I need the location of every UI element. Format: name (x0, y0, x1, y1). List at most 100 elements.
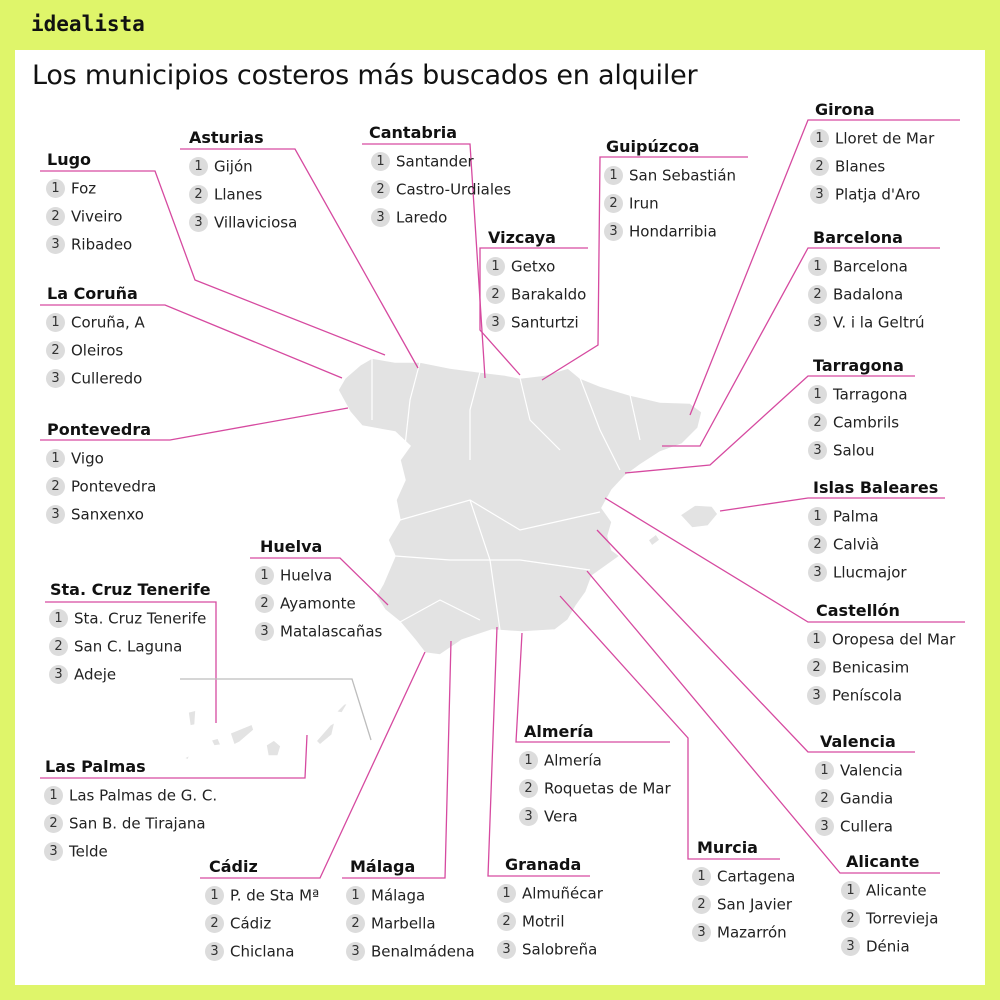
rank-badge: 3 (815, 817, 834, 836)
rank-badge: 2 (44, 814, 63, 833)
coruna-connector (40, 304, 343, 379)
rank-badge: 2 (808, 285, 827, 304)
municipality-name: Coruña, A (71, 313, 145, 332)
rank-badge: 3 (46, 369, 65, 388)
ranking-item: 1 Valencia (815, 759, 903, 781)
la-gomera-shape (209, 737, 223, 747)
region-castellon: Castellón 1 Oropesa del Mar 2 Benicasim 3 Pení… (807, 601, 955, 705)
granada-connector (487, 626, 590, 877)
province-borders (371, 358, 641, 631)
region-tarragona: Tarragona 1 Tarragona 2 Cambrils 3 Salou (808, 356, 908, 460)
ranking-item: 2 Motril (497, 910, 565, 932)
region-name: Valencia (820, 732, 896, 751)
rank-badge: 2 (205, 914, 224, 933)
region-barcelona: Barcelona 1 Barcelona 2 Badalona 3 V. i la Gel… (808, 228, 925, 332)
region-name: Murcia (697, 838, 758, 857)
rank-badge: 2 (46, 477, 65, 496)
municipality-name: Matalascañas (280, 622, 383, 641)
rank-badge: 3 (486, 313, 505, 332)
region-name: Huelva (260, 537, 323, 556)
municipality-name: Ribadeo (71, 235, 133, 254)
region-name: Girona (815, 100, 875, 119)
region-name: Cantabria (369, 123, 457, 142)
municipality-name: Mazarrón (717, 923, 787, 942)
municipality-name: Motril (522, 912, 565, 931)
municipality-name: Málaga (371, 886, 426, 905)
connector-lines (40, 119, 965, 879)
rank-badge: 2 (815, 789, 834, 808)
ibiza-shape (646, 532, 662, 548)
ranking-item: 1 Almería (519, 749, 602, 771)
municipality-name: Telde (69, 842, 108, 861)
ranking-item: 3 Llucmajor (808, 561, 907, 583)
ranking-item: 2 San C. Laguna (49, 635, 182, 657)
municipality-name: Llucmajor (833, 563, 907, 582)
ranking-item: 3 Salobreña (497, 938, 597, 960)
region-vizcaya: Vizcaya 1 Getxo 2 Barakaldo 3 Santurtzi (486, 228, 586, 332)
rank-badge: 2 (371, 180, 390, 199)
rank-badge: 3 (497, 940, 516, 959)
ranking-item: 2 Barakaldo (486, 283, 586, 305)
rank-badge: 1 (49, 609, 68, 628)
region-valencia: Valencia 1 Valencia 2 Gandia 3 Cullera (815, 732, 903, 836)
municipality-name: Las Palmas de G. C. (69, 786, 218, 805)
region-name: Las Palmas (45, 757, 146, 776)
fuerteventura-shape (314, 720, 337, 747)
ranking-item: 1 Gijón (189, 155, 253, 177)
municipality-name: Oropesa del Mar (832, 630, 956, 649)
rank-badge: 3 (841, 937, 860, 956)
ranking-item: 2 Marbella (346, 912, 436, 934)
municipality-name: Dénia (866, 937, 910, 956)
municipality-name: Valencia (840, 761, 903, 780)
rank-badge: 3 (807, 686, 826, 705)
municipality-name: Culleredo (71, 369, 143, 388)
ranking-item: 2 Calvià (808, 533, 879, 555)
rank-badge: 1 (497, 884, 516, 903)
rank-badge: 1 (44, 786, 63, 805)
municipality-name: Blanes (835, 157, 886, 176)
ranking-item: 3 Culleredo (46, 367, 142, 389)
rank-badge: 3 (604, 222, 623, 241)
municipality-name: Foz (71, 179, 97, 198)
rank-badge: 3 (371, 208, 390, 227)
region-murcia: Murcia 1 Cartagena 2 San Javier 3 Mazarrón (692, 838, 795, 942)
rank-badge: 1 (205, 886, 224, 905)
ranking-item: 3 Benalmádena (346, 940, 475, 962)
rank-badge: 1 (810, 129, 829, 148)
rank-badge: 1 (346, 886, 365, 905)
region-name: Sta. Cruz Tenerife (50, 580, 211, 599)
region-name: Cádiz (209, 857, 258, 876)
ranking-item: 2 San B. de Tirajana (44, 812, 206, 834)
region-name: Málaga (350, 857, 416, 876)
ranking-item: 3 Cullera (815, 815, 893, 837)
municipality-name: San B. de Tirajana (69, 814, 206, 833)
ranking-item: 2 Benicasim (807, 656, 909, 678)
municipality-name: Benalmádena (371, 942, 475, 961)
rank-badge: 2 (808, 413, 827, 432)
municipality-name: Peníscola (832, 686, 903, 705)
rank-badge: 2 (841, 909, 860, 928)
municipality-name: V. i la Geltrú (833, 313, 925, 332)
rank-badge: 1 (371, 152, 390, 171)
rank-badge: 3 (255, 622, 274, 641)
rank-badge: 1 (486, 257, 505, 276)
ranking-item: 1 Vigo (46, 447, 104, 469)
municipality-name: Cambrils (833, 413, 900, 432)
ranking-item: 2 Blanes (810, 155, 885, 177)
municipality-name: Cullera (840, 817, 893, 836)
municipality-name: Pontevedra (71, 477, 157, 496)
region-name: Islas Baleares (813, 478, 939, 497)
rank-badge: 2 (497, 912, 516, 931)
laspalmas-connector (40, 734, 308, 779)
rank-badge: 1 (46, 179, 65, 198)
baleares-connector (719, 497, 945, 512)
municipality-name: Torrevieja (866, 909, 939, 928)
municipality-name: Cádiz (230, 914, 272, 933)
municipality-name: Ayamonte (280, 594, 356, 613)
ranking-item: 3 Platja d'Aro (810, 183, 920, 205)
municipality-name: Vera (544, 807, 578, 826)
municipality-name: Chiclana (230, 942, 295, 961)
municipality-name: Tarragona (833, 385, 908, 404)
ranking-item: 1 Málaga (346, 884, 425, 906)
region-girona: Girona 1 Lloret de Mar 2 Blanes 3 Platja d'Aro (810, 100, 934, 204)
